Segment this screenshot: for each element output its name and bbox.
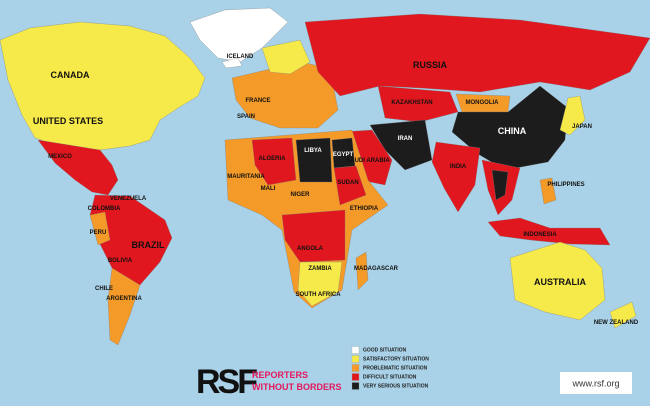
country-label: SOUTH AFRICA xyxy=(295,292,341,298)
philippines xyxy=(539,177,557,205)
countries xyxy=(0,7,650,346)
japan xyxy=(559,95,586,136)
legend-label: SATISFACTORY SITUATION xyxy=(363,356,429,362)
country-label: ETHIOPIA xyxy=(350,206,379,212)
country-label: NEW ZEALAND xyxy=(594,320,639,326)
china xyxy=(451,85,569,171)
country-label: MEXICO xyxy=(48,154,72,160)
country-label: BOLIVIA xyxy=(108,258,133,264)
southern-africa xyxy=(297,261,343,307)
legend-swatch xyxy=(351,355,360,363)
country-label: NIGER xyxy=(290,192,310,198)
country-label: SAUDI ARABIA xyxy=(346,158,390,164)
brand-name: REPORTERS xyxy=(252,370,308,380)
country-label: CANADA xyxy=(51,70,90,80)
legend-swatch xyxy=(351,382,360,390)
vietnam xyxy=(491,169,509,201)
legend-swatch xyxy=(351,364,360,372)
country-label: MONGOLIA xyxy=(466,100,500,106)
indonesia xyxy=(487,217,611,246)
country-label: PHILIPPINES xyxy=(547,182,584,188)
logo: RSF xyxy=(196,363,257,401)
country-label: MADAGASCAR xyxy=(354,266,399,272)
country-label: CHINA xyxy=(498,126,527,136)
country-label: RUSSIA xyxy=(413,60,448,70)
country-label: INDIA xyxy=(450,164,467,170)
country-label: COLOMBIA xyxy=(88,206,121,212)
url: www.rsf.org xyxy=(571,378,619,388)
europe xyxy=(231,61,339,129)
legend-label: PROBLEMATIC SITUATION xyxy=(363,365,428,371)
country-label: LIBYA xyxy=(304,148,322,154)
country-label: ZAMBIA xyxy=(308,266,332,272)
mexico-central-america xyxy=(37,139,119,196)
country-label: PERU xyxy=(90,230,107,236)
country-label: MALI xyxy=(261,186,276,192)
country-label: EGYPT xyxy=(333,152,354,158)
url-box xyxy=(560,372,632,394)
central-africa xyxy=(281,209,346,263)
legend-label: GOOD SITUATION xyxy=(363,347,407,353)
legend-label: DIFFICULT SITUATION xyxy=(363,374,417,380)
country-label: ICELAND xyxy=(227,54,254,60)
country-label: UNITED STATES xyxy=(33,116,103,126)
iceland xyxy=(221,57,243,69)
country-label: VENEZUELA xyxy=(110,196,147,202)
russia xyxy=(304,13,650,97)
madagascar xyxy=(355,251,369,291)
country-label: CHILE xyxy=(95,286,113,292)
legend-swatch xyxy=(351,346,360,354)
country-label: SUDAN xyxy=(337,180,358,186)
libya xyxy=(295,137,333,183)
country-label: ALGERIA xyxy=(259,156,287,162)
brand: RSF REPORTERS WITHOUT BORDERS xyxy=(196,363,342,401)
country-labels: CANADA UNITED STATES MEXICO COLOMBIA VEN… xyxy=(33,54,639,326)
peru xyxy=(89,211,111,246)
nordics xyxy=(261,39,311,75)
country-label: AUSTRALIA xyxy=(534,277,586,287)
kazakhstan xyxy=(377,85,459,123)
country-label: INDONESIA xyxy=(523,232,557,238)
north-america xyxy=(0,21,206,151)
country-label: FRANCE xyxy=(246,98,271,104)
argentina-chile xyxy=(107,267,141,346)
country-label: BRAZIL xyxy=(132,240,165,250)
country-label: JAPAN xyxy=(572,124,592,130)
india xyxy=(431,141,481,213)
algeria xyxy=(251,137,297,186)
country-label: MAURITANIA xyxy=(227,174,265,180)
new-zealand xyxy=(609,301,637,329)
brand-name: WITHOUT BORDERS xyxy=(252,382,342,392)
country-label: KAZAKHSTAN xyxy=(391,100,432,106)
legend-swatch xyxy=(351,373,360,381)
legend-label: VERY SERIOUS SITUATION xyxy=(363,383,429,389)
country-label: ANGOLA xyxy=(297,246,324,252)
country-label: ARGENTINA xyxy=(106,296,142,302)
country-label: SPAIN xyxy=(237,114,255,120)
legend: GOOD SITUATION SATISFACTORY SITUATION PROB… xyxy=(351,346,429,390)
sudan xyxy=(333,165,367,206)
australia xyxy=(509,241,606,321)
country-label: IRAN xyxy=(398,136,413,142)
